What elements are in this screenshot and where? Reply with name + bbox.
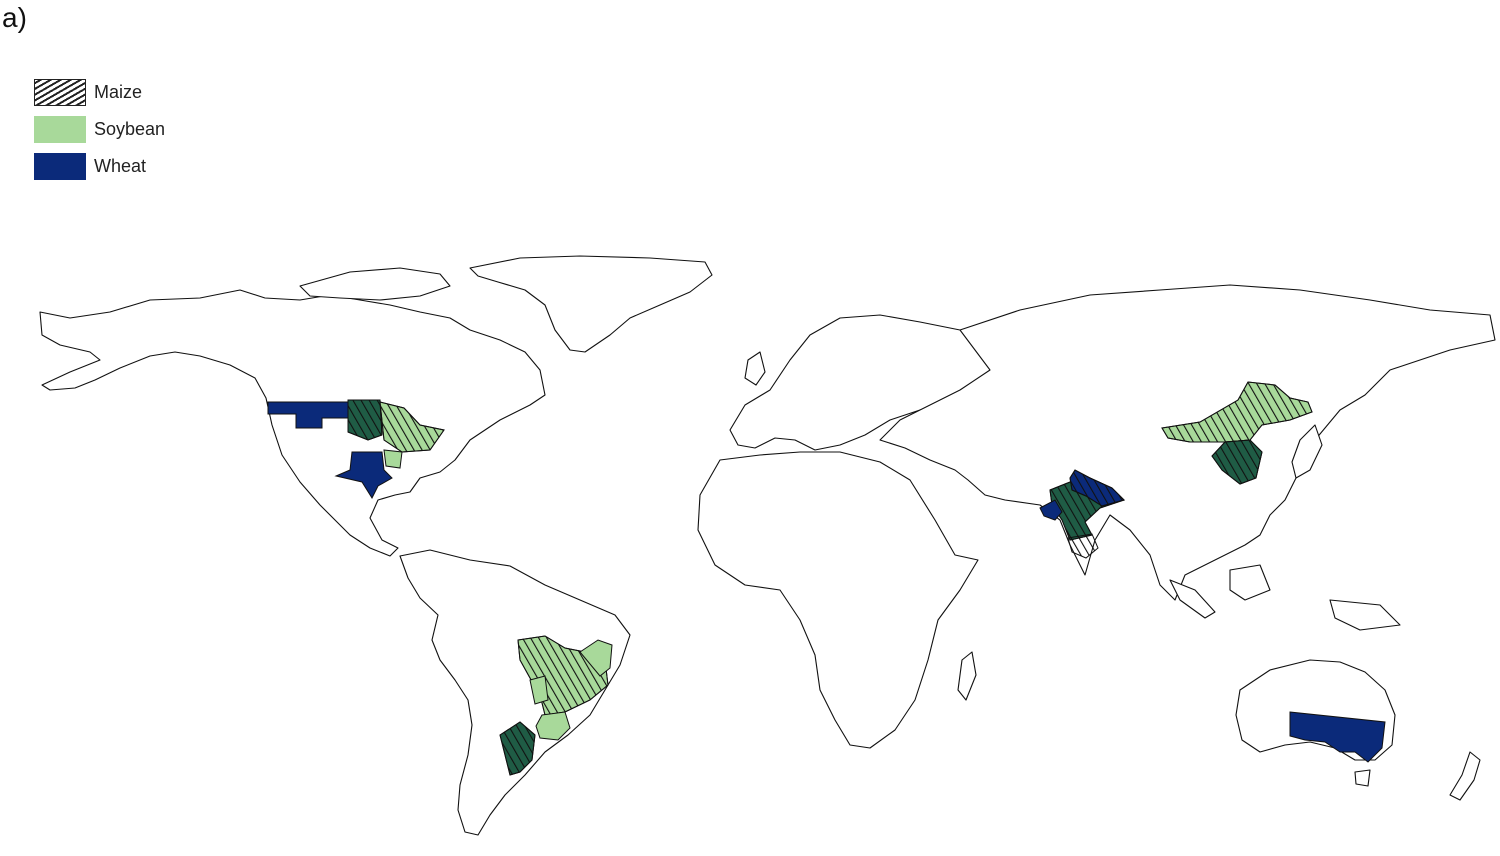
north-america-outline xyxy=(39,289,546,557)
legend-label-maize: Maize xyxy=(94,82,143,102)
region-mato-grosso-do-sul xyxy=(529,675,549,705)
legend-label-wheat: Wheat xyxy=(94,156,147,176)
region-texas xyxy=(334,451,393,500)
new-guinea-outline xyxy=(1329,599,1401,631)
soybean-swatch xyxy=(34,116,86,143)
region-us-midwest-south xyxy=(383,449,403,469)
british-isles-outline xyxy=(744,351,766,386)
region-us-cornbelt-east-hatch xyxy=(379,401,445,453)
continent-outlines xyxy=(39,255,1496,836)
borneo-outline xyxy=(1229,564,1271,601)
region-north-china-plain-hatch xyxy=(1211,439,1263,485)
crop-regions xyxy=(267,381,1386,776)
region-ne-china-hatch xyxy=(1161,381,1313,443)
region-us-cornbelt-west-hatch xyxy=(347,399,383,441)
region-india-wheat-belt-hatch xyxy=(1069,469,1125,507)
asia-outline xyxy=(879,284,1496,601)
world-map xyxy=(39,255,1496,836)
region-central-india xyxy=(1067,533,1099,559)
region-southeast-brazil xyxy=(579,639,613,677)
region-southern-brazil xyxy=(535,711,571,741)
map-legend: Maize Soybean Wheat xyxy=(34,74,165,185)
south-america-outline xyxy=(399,549,631,836)
japan-outline xyxy=(1291,424,1323,479)
legend-item-soybean: Soybean xyxy=(34,111,165,148)
wheat-swatch xyxy=(34,153,86,180)
legend-item-wheat: Wheat xyxy=(34,148,165,185)
greenland-outline xyxy=(469,255,713,353)
panel-label: a) xyxy=(2,2,27,33)
region-gujarat xyxy=(1039,499,1063,521)
new-zealand-outline xyxy=(1449,751,1481,801)
legend-item-maize: Maize xyxy=(34,74,165,111)
tasmania-outline xyxy=(1354,769,1371,787)
sumatra-outline xyxy=(1169,579,1216,619)
africa-outline xyxy=(697,451,979,749)
legend-label-soybean: Soybean xyxy=(94,119,166,139)
region-argentina-pampas-hatch xyxy=(499,721,536,776)
madagascar-outline xyxy=(957,651,977,701)
maize-swatch xyxy=(34,79,86,106)
region-southeast-australia xyxy=(1289,711,1386,763)
arctic-islands-outline xyxy=(299,267,451,301)
